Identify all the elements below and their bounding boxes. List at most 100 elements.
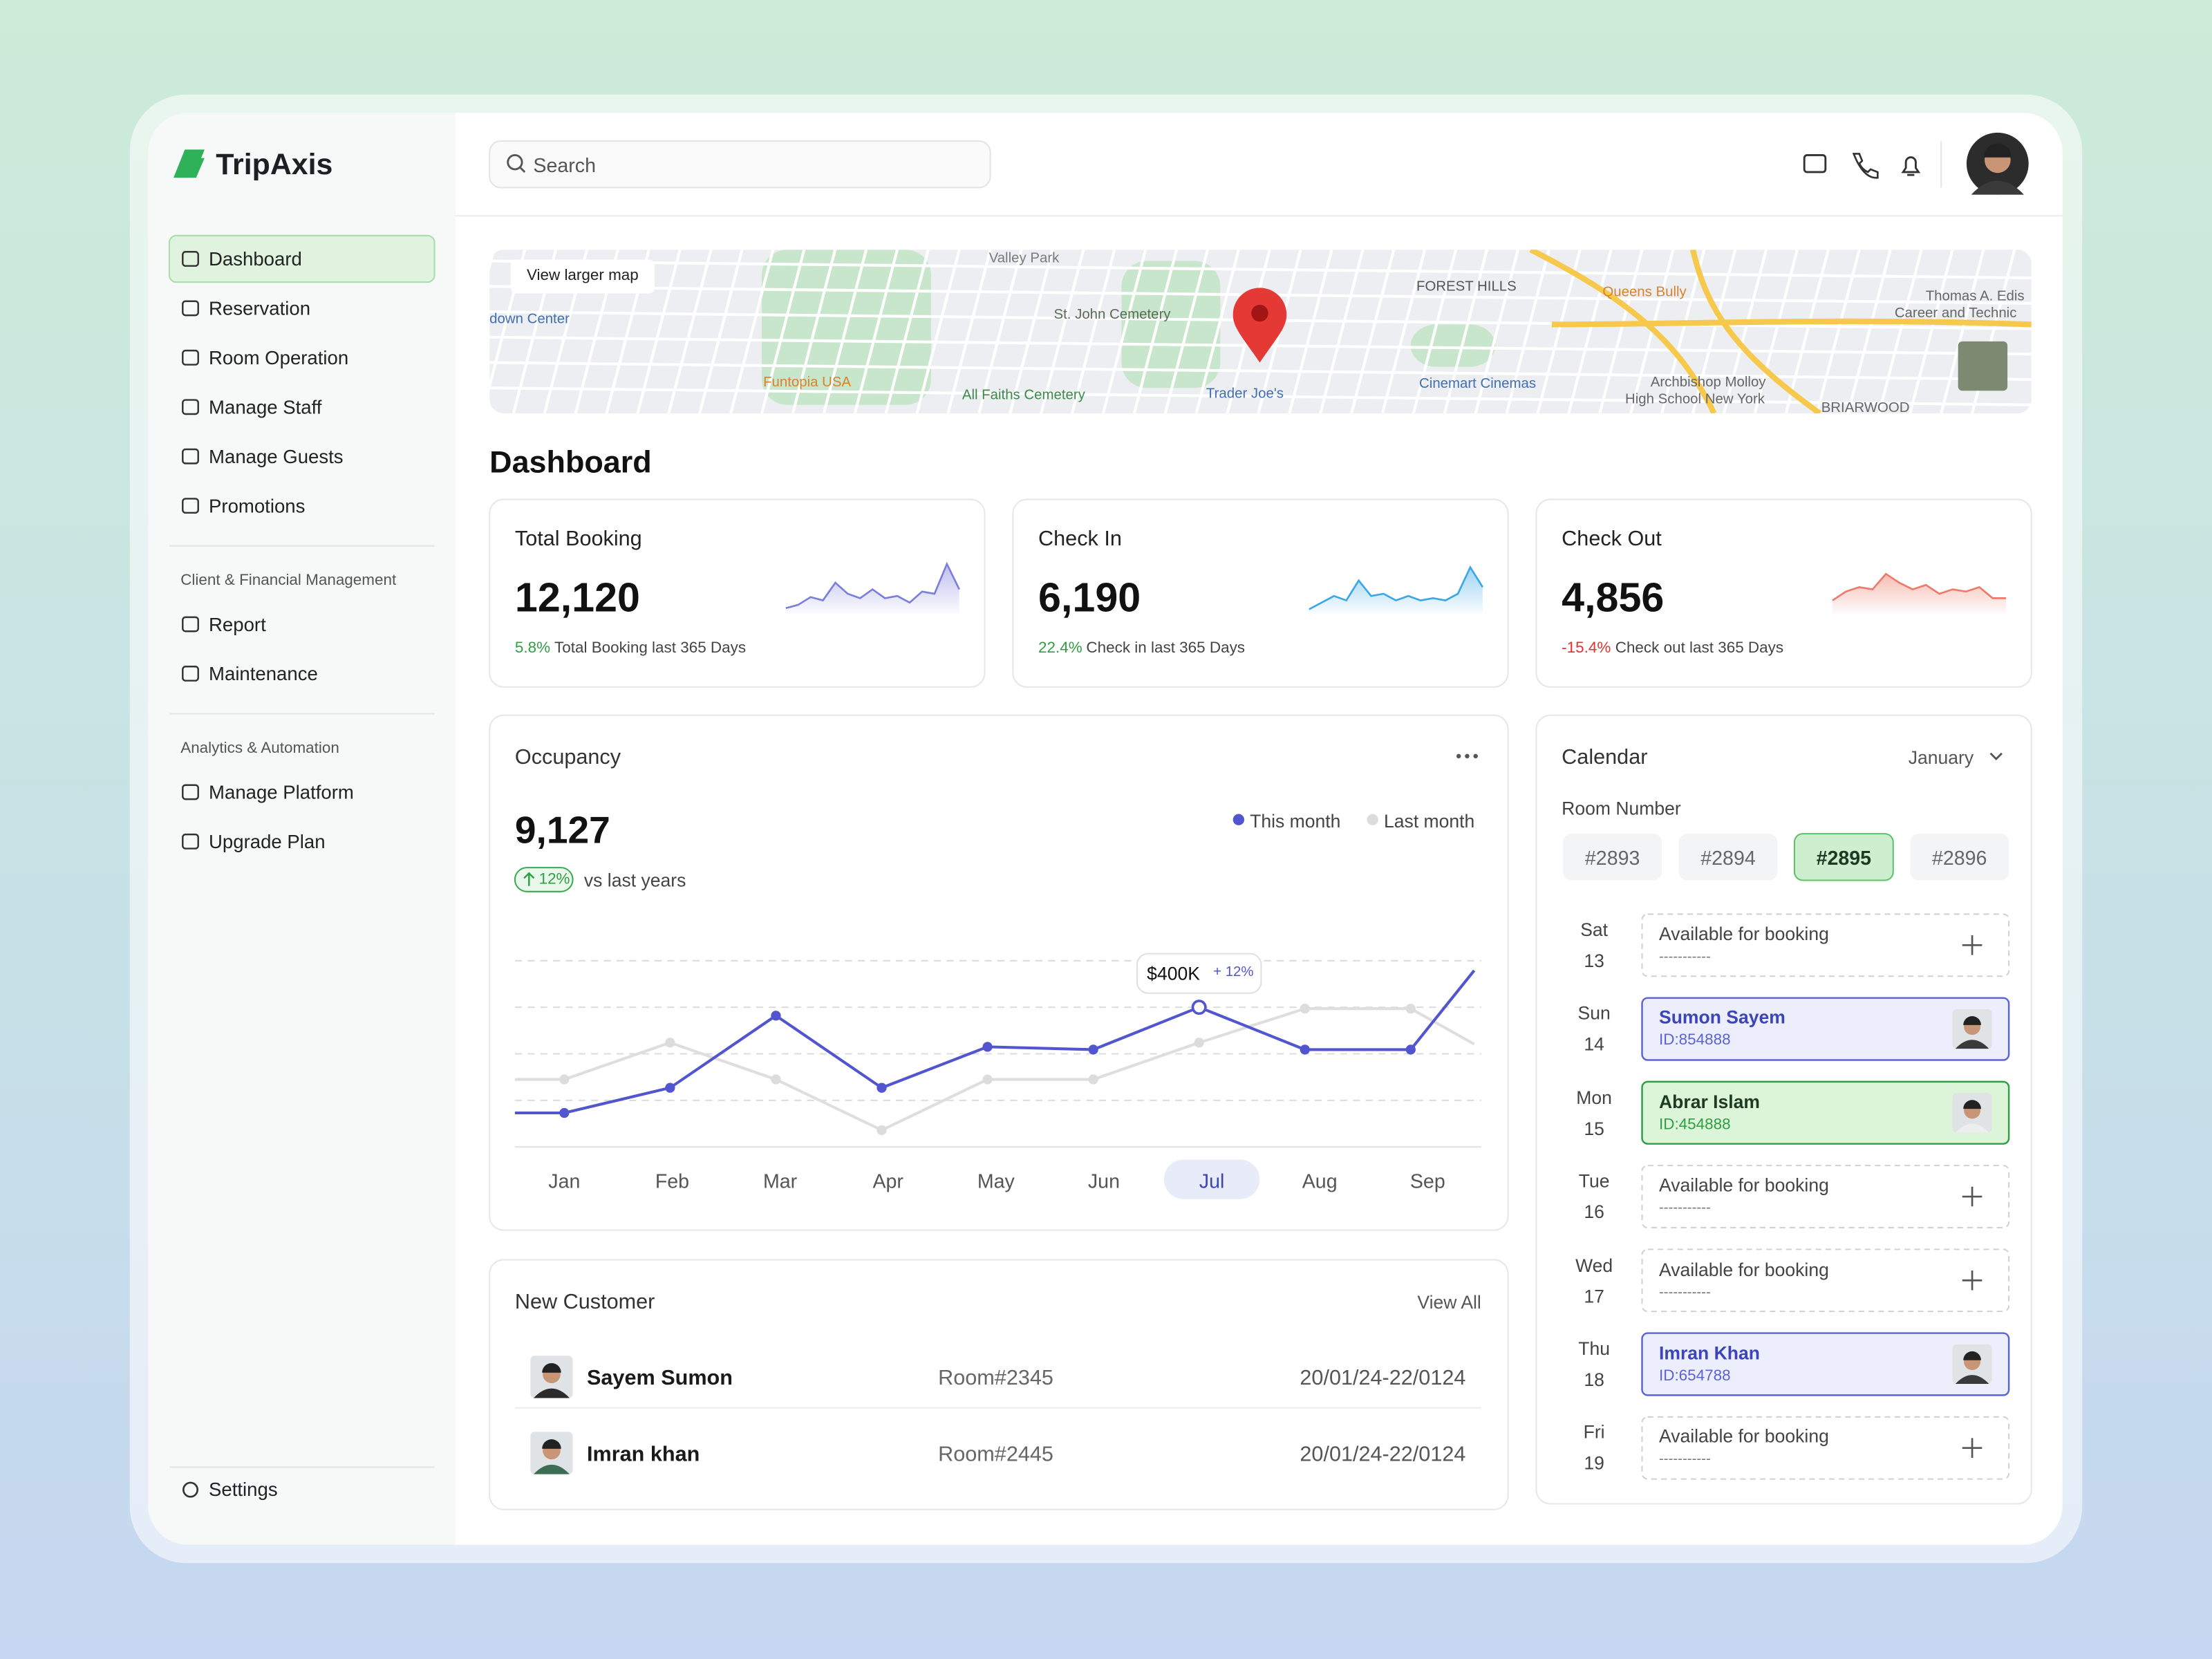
point[interactable] <box>1300 1004 1310 1014</box>
message-icon[interactable] <box>1803 154 1827 174</box>
highlight-pill <box>1163 1159 1260 1199</box>
day-name: Tue <box>1578 1170 1610 1192</box>
avatar-hair <box>1983 143 2012 158</box>
card-title: Occupancy <box>514 745 621 770</box>
more-icon[interactable] <box>1473 753 1478 759</box>
avatar-hair <box>1963 1100 1981 1109</box>
nav-item[interactable]: Report <box>209 614 266 635</box>
point[interactable] <box>1194 1038 1204 1048</box>
point[interactable] <box>559 1074 570 1085</box>
customer-room: Room#2345 <box>938 1366 1053 1391</box>
point[interactable] <box>982 1074 993 1085</box>
point[interactable] <box>877 1125 887 1136</box>
point[interactable] <box>1088 1044 1098 1055</box>
booking-box[interactable] <box>1641 1080 2010 1145</box>
available-box[interactable] <box>1641 1416 2010 1480</box>
stat-card <box>1012 498 1509 688</box>
search-box[interactable] <box>489 140 991 189</box>
month-select[interactable]: January <box>1908 747 1974 769</box>
stat-value: 4,856 <box>1562 576 1665 621</box>
stat-change: 22.4% <box>1038 639 1082 657</box>
phone-icon[interactable] <box>1852 153 1879 179</box>
available-label: Available for booking <box>1659 1426 1829 1447</box>
day-date: 13 <box>1584 950 1604 972</box>
x-tick-label: Jan <box>548 1169 581 1192</box>
map-highway <box>1529 250 2032 413</box>
booking-box[interactable] <box>1641 997 2010 1061</box>
point[interactable] <box>1191 1000 1207 1015</box>
nav-item[interactable]: Manage Guests <box>209 446 344 468</box>
map-street <box>791 250 837 413</box>
point[interactable] <box>1405 1044 1416 1055</box>
map-street <box>1505 250 1550 413</box>
map-street <box>1194 250 1240 413</box>
point[interactable] <box>665 1038 675 1048</box>
nav-item[interactable]: Room Operation <box>209 347 349 369</box>
point[interactable] <box>877 1082 887 1093</box>
point[interactable] <box>1300 1044 1310 1055</box>
nav-item[interactable]: Maintenance <box>209 663 318 685</box>
nav-item[interactable]: Dashboard <box>209 248 302 270</box>
map-button-label[interactable]: View larger map <box>526 267 639 285</box>
point[interactable] <box>771 1011 781 1021</box>
view-all[interactable]: View All <box>1417 1291 1481 1313</box>
map-label: Funtopia USA <box>763 375 852 391</box>
room-pill[interactable] <box>1563 834 1662 881</box>
x-tick-label: May <box>977 1169 1015 1192</box>
guest-id: ID:454888 <box>1659 1116 1731 1134</box>
point[interactable] <box>665 1082 675 1093</box>
room-pill[interactable] <box>1910 834 2009 881</box>
day-name: Thu <box>1578 1338 1610 1360</box>
point[interactable] <box>771 1074 781 1085</box>
settings-icon <box>182 1481 199 1498</box>
legend-dot <box>1232 814 1244 825</box>
point[interactable] <box>1088 1074 1098 1085</box>
nav-item[interactable]: Upgrade Plan <box>209 831 326 853</box>
available-box[interactable] <box>1641 1248 2010 1313</box>
stat-card <box>1535 498 2032 688</box>
point[interactable] <box>559 1107 570 1118</box>
bell-icon[interactable] <box>1901 156 1921 176</box>
nav-item[interactable]: Settings <box>209 1479 278 1500</box>
day-date: 16 <box>1584 1201 1604 1223</box>
guest-avatar <box>1952 1093 1992 1133</box>
room-pill[interactable] <box>1678 834 1778 881</box>
room-number[interactable]: #2893 <box>1584 846 1640 870</box>
map-label: down Center <box>489 312 570 328</box>
booking-box[interactable] <box>1641 1332 2010 1396</box>
stat-note: Check out last 365 Days <box>1615 639 1784 657</box>
map-label: Career and Technic <box>1894 306 2017 322</box>
map-street <box>1474 250 1519 413</box>
available-box[interactable] <box>1641 1165 2010 1228</box>
room-number[interactable]: #2896 <box>1931 846 1987 870</box>
point[interactable] <box>982 1042 993 1052</box>
available-box[interactable] <box>1641 913 2010 977</box>
more-icon[interactable] <box>1465 753 1470 759</box>
room-pill[interactable] <box>1793 833 1894 881</box>
available-detail: ----------- <box>1659 1201 1711 1217</box>
add-icon[interactable] <box>1962 935 1983 955</box>
nav-item[interactable]: Manage Staff <box>209 396 322 418</box>
map-button[interactable] <box>510 259 655 294</box>
occupancy-card <box>489 714 1509 1231</box>
point[interactable] <box>1405 1004 1416 1014</box>
nav-item[interactable]: Promotions <box>209 495 306 517</box>
nav-item[interactable]: Reservation <box>209 298 311 319</box>
legend-label: Last month <box>1384 810 1475 832</box>
x-tick-label: Aug <box>1302 1169 1338 1192</box>
map-label: Cinemart Cinemas <box>1419 376 1537 393</box>
add-icon[interactable] <box>1962 1186 1983 1207</box>
more-icon[interactable] <box>1456 753 1461 759</box>
map-street <box>1660 250 1706 413</box>
nav-item[interactable]: Manage Platform <box>209 782 354 803</box>
add-icon[interactable] <box>1962 1270 1983 1291</box>
search-icon <box>507 154 523 171</box>
room-number[interactable]: #2894 <box>1700 846 1756 870</box>
room-number[interactable]: #2895 <box>1816 846 1872 870</box>
add-icon[interactable] <box>1962 1438 1983 1458</box>
avatar-body <box>1955 1123 1989 1133</box>
map-label: High School New York <box>1625 392 1765 408</box>
brand-name: TripAxis <box>216 149 333 182</box>
map[interactable] <box>451 250 2032 413</box>
map-label: All Faiths Cemetery <box>962 388 1085 404</box>
